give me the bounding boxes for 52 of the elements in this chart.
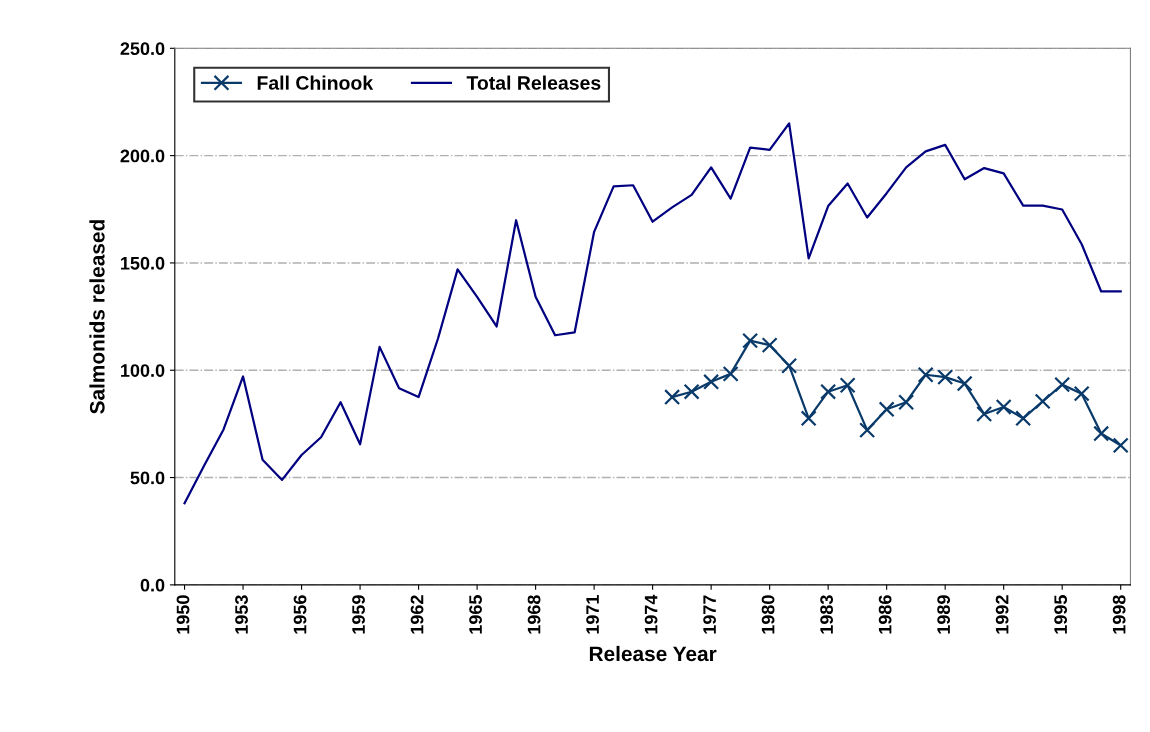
x-tick-label: 1962 bbox=[410, 595, 424, 634]
x-tick-label: 1974 bbox=[644, 594, 658, 634]
x-tick-label: 1977 bbox=[703, 595, 716, 634]
legend-label: Fall Chinook bbox=[257, 75, 374, 90]
x-tick-label: 1998 bbox=[1112, 595, 1126, 634]
point bbox=[1073, 385, 1090, 402]
y-tick-label: 100.0 bbox=[121, 364, 165, 377]
point bbox=[1112, 437, 1129, 454]
y-tick-label: 150.0 bbox=[121, 256, 165, 270]
point bbox=[1034, 393, 1051, 410]
point bbox=[878, 401, 895, 418]
y-tick-label: 0.0 bbox=[140, 578, 165, 592]
point bbox=[898, 394, 915, 411]
point bbox=[1093, 425, 1110, 442]
x-tick-label: 1950 bbox=[176, 595, 190, 634]
point bbox=[742, 332, 759, 349]
y-axis-title: Salmonids released bbox=[89, 220, 105, 414]
point bbox=[664, 389, 681, 406]
x-tick-label: 1983 bbox=[820, 595, 834, 634]
y-tick-label: 200.0 bbox=[120, 149, 165, 163]
x-tick-label: 1953 bbox=[235, 595, 248, 634]
x-tick-label: 1986 bbox=[878, 595, 892, 634]
point bbox=[995, 398, 1012, 415]
point bbox=[976, 405, 993, 423]
y-tick-label: 50.0 bbox=[130, 471, 165, 485]
point bbox=[683, 383, 700, 400]
point bbox=[1015, 410, 1032, 427]
x-tick-label: 1992 bbox=[995, 595, 1009, 634]
point bbox=[859, 422, 876, 439]
x-axis-title: Release Year bbox=[589, 645, 717, 662]
x-tick-label: 1965 bbox=[469, 595, 482, 634]
point bbox=[839, 377, 856, 394]
line-series bbox=[183, 122, 1122, 505]
point bbox=[761, 337, 778, 354]
point bbox=[917, 366, 934, 383]
x-tick-label: 1989 bbox=[937, 595, 951, 634]
point bbox=[703, 373, 720, 390]
x-tick-label: 1968 bbox=[527, 595, 541, 634]
point bbox=[956, 375, 973, 392]
y-tick-label: 250.0 bbox=[120, 42, 165, 56]
point bbox=[722, 365, 739, 382]
point bbox=[781, 357, 798, 374]
point bbox=[820, 383, 837, 400]
x-tick-label: 1956 bbox=[293, 595, 307, 634]
x-tick-label: 1995 bbox=[1054, 595, 1068, 634]
legend-label: Total Releases bbox=[466, 75, 601, 90]
point bbox=[1054, 376, 1071, 393]
x-tick-label: 1971 bbox=[586, 595, 599, 634]
x-tick-label: 1980 bbox=[761, 595, 775, 634]
x-tick-label: 1959 bbox=[352, 595, 365, 634]
point bbox=[800, 410, 817, 427]
point bbox=[937, 369, 954, 386]
